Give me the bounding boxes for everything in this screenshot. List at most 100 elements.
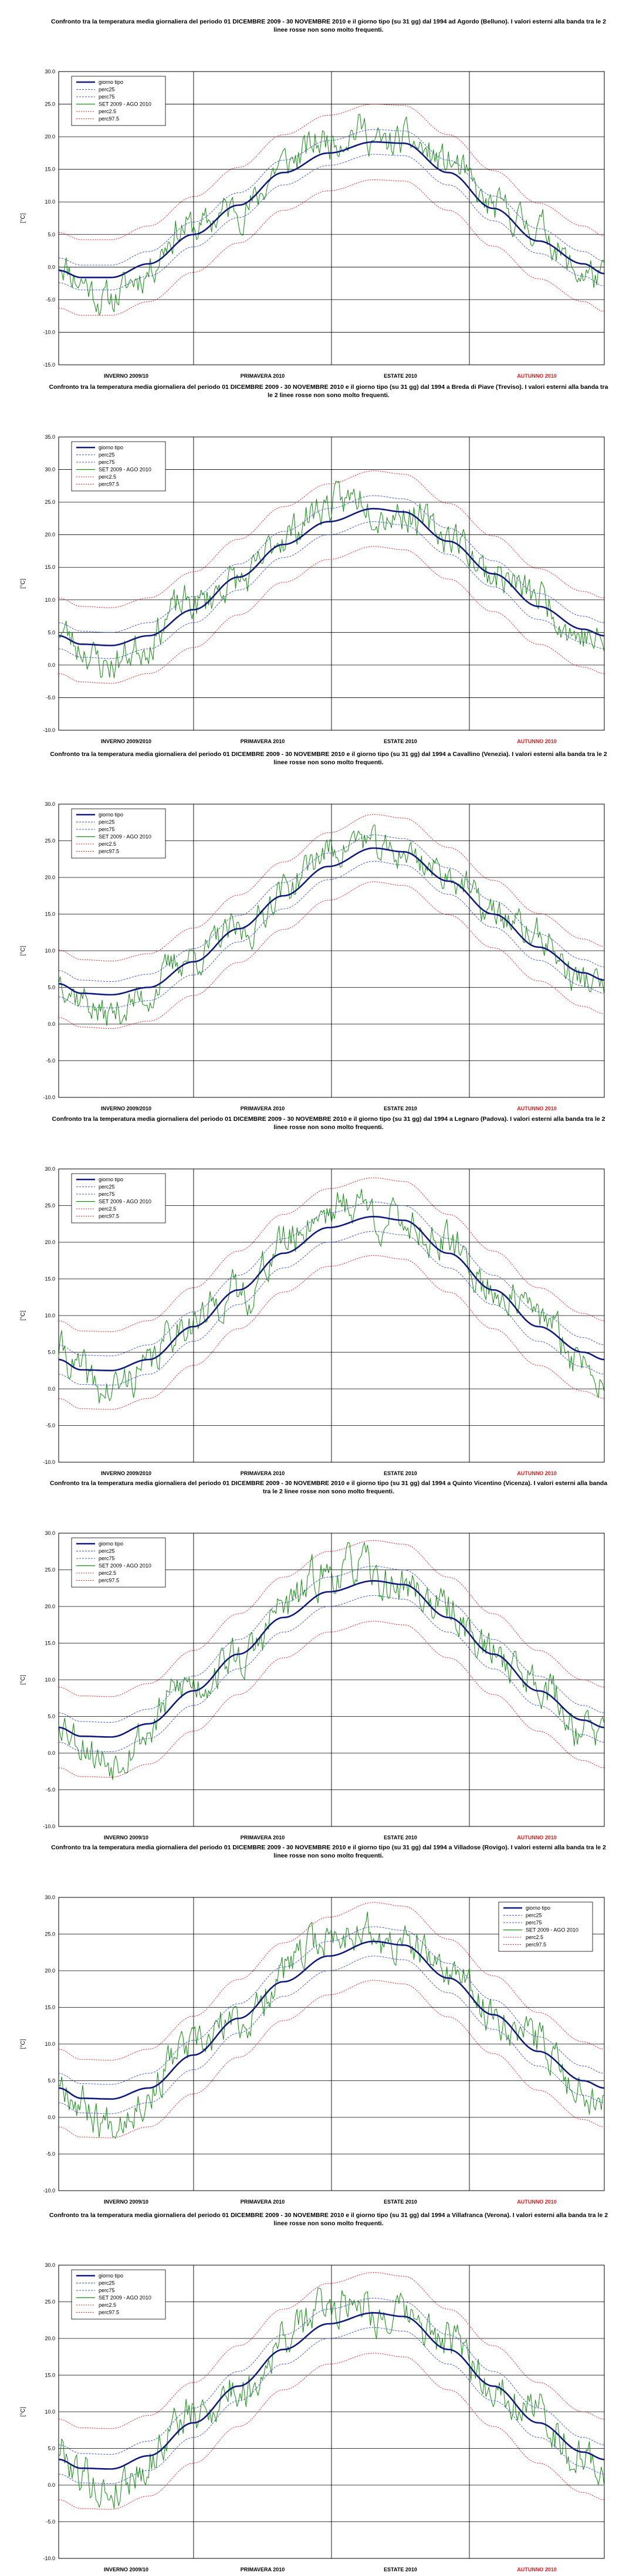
y-tick-label: 25.0	[45, 1203, 55, 1209]
y-tick-label: 0.0	[48, 2114, 55, 2120]
legend-entry: perc97.5	[99, 116, 119, 122]
legend-entry: perc2.5	[99, 2302, 116, 2308]
season-label: INVERNO 2009/10	[104, 373, 148, 379]
y-axis-label: [°C]	[20, 213, 26, 223]
temperature-chart: 35.0 30.0 25.0 20.0 15.0 10.0 5.0 0.0 -5.0 -10.0 […	[20, 434, 605, 744]
legend-entry: SET 2009 - AGO 2010	[99, 2295, 151, 2301]
y-tick-label: -5.0	[46, 2519, 55, 2525]
y-tick-label: -5.0	[46, 2151, 55, 2157]
y-tick-label: 15.0	[45, 911, 55, 917]
legend-entry: perc75	[99, 2287, 115, 2293]
season-label: AUTUNNO 2010	[517, 2567, 557, 2572]
season-label: ESTATE 2010	[384, 738, 417, 744]
legend-entry: perc97.5	[99, 1578, 119, 1584]
season-label: AUTUNNO 2010	[517, 2199, 557, 2205]
y-axis-label: [°C]	[20, 945, 26, 955]
legend-entry: perc2.5	[99, 841, 116, 847]
series-perc75-line	[58, 495, 605, 633]
series-perc75-line	[58, 129, 605, 266]
y-axis-label: [°C]	[20, 2039, 26, 2049]
y-tick-label: 5.0	[48, 985, 55, 991]
y-tick-label: -5.0	[46, 297, 55, 303]
series-observed-line	[58, 480, 605, 679]
legend-entry: perc97.5	[99, 2310, 119, 2316]
legend-entry: perc25	[99, 819, 115, 825]
series-observed-line	[58, 1911, 605, 2139]
y-tick-label: 20.0	[45, 532, 55, 538]
y-tick-label: 5.0	[48, 1714, 55, 1720]
season-label: PRIMAVERA 2010	[241, 2567, 285, 2572]
legend-entry: perc2.5	[99, 1570, 116, 1576]
y-tick-label: -10.0	[43, 727, 55, 733]
chart-title: Confronto tra la temperatura media giorn…	[49, 384, 608, 399]
y-tick-label: 30.0	[45, 1530, 55, 1536]
series-giorno-tipo-line	[58, 1580, 605, 1738]
y-tick-label: 15.0	[45, 1640, 55, 1646]
y-tick-label: 10.0	[45, 948, 55, 954]
y-tick-label: -10.0	[43, 1459, 55, 1465]
y-tick-label: 5.0	[48, 2446, 55, 2452]
legend-entry: giorno tipo	[99, 812, 123, 818]
season-label: PRIMAVERA 2010	[241, 1835, 285, 1841]
series-perc25-line	[58, 861, 605, 1008]
season-label: AUTUNNO 2010	[517, 1106, 557, 1111]
series-perc975-line	[58, 814, 605, 961]
legend-entry: giorno tipo	[99, 2273, 123, 2279]
y-tick-label: 20.0	[45, 1604, 55, 1609]
y-tick-label: 10.0	[45, 1313, 55, 1318]
series-observed-line	[58, 1189, 605, 1404]
y-tick-label: 25.0	[45, 838, 55, 844]
y-tick-label: 35.0	[45, 434, 55, 440]
series-observed-line	[58, 824, 605, 1026]
legend-entry: SET 2009 - AGO 2010	[99, 834, 151, 840]
series-perc75-line	[58, 835, 605, 982]
series-giorno-tipo-line	[58, 507, 605, 646]
y-tick-label: 10.0	[45, 199, 55, 205]
y-tick-label: 15.0	[45, 2005, 55, 2011]
chart-title: Confronto tra la temperatura media giorn…	[49, 1480, 608, 1495]
y-tick-label: 10.0	[45, 2409, 55, 2415]
series-giorno-tipo-line	[58, 141, 605, 279]
y-tick-label: -10.0	[43, 2188, 55, 2194]
y-tick-label: 25.0	[45, 499, 55, 505]
temperature-chart: 30.0 25.0 20.0 15.0 10.0 5.0 0.0 -5.0 -10.0 [°C] I…	[20, 801, 605, 1111]
season-label: INVERNO 2009/10	[104, 2567, 148, 2572]
y-tick-label: 0.0	[48, 1750, 55, 1756]
chart-title: Confronto tra la temperatura media giorn…	[51, 18, 606, 33]
series-perc975-line	[58, 470, 605, 608]
y-tick-label: 0.0	[48, 2482, 55, 2488]
y-tick-label: 30.0	[45, 1166, 55, 1172]
legend-entry: perc97.5	[526, 1942, 546, 1948]
season-label: PRIMAVERA 2010	[241, 373, 285, 379]
series-perc2-5-line	[58, 546, 605, 684]
season-label: ESTATE 2010	[384, 1835, 417, 1841]
chart-title: Confronto tra la temperatura media giorn…	[52, 1116, 605, 1131]
series-perc975-line	[58, 1540, 605, 1697]
temperature-chart: 30.0 25.0 20.0 15.0 10.0 5.0 0.0 -5.0 -10.0 [°C] I…	[20, 1530, 605, 1841]
y-tick-label: 5.0	[48, 2078, 55, 2084]
series-perc75-line	[58, 1201, 605, 1357]
y-tick-label: 5.0	[48, 1350, 55, 1355]
season-label: PRIMAVERA 2010	[241, 1470, 285, 1476]
y-tick-label: -15.0	[43, 362, 55, 368]
y-tick-label: 0.0	[48, 662, 55, 668]
series-perc2-5-line	[58, 882, 605, 1029]
temperature-chart: 30.0 25.0 20.0 15.0 10.0 5.0 0.0 -5.0 -10.0 -15.0…	[20, 69, 605, 379]
y-tick-label: 15.0	[45, 167, 55, 172]
y-tick-label: 20.0	[45, 875, 55, 880]
legend-entry: SET 2009 - AGO 2010	[99, 1199, 151, 1205]
legend-entry: giorno tipo	[99, 1541, 123, 1547]
season-label: ESTATE 2010	[384, 1470, 417, 1476]
legend-entry: giorno tipo	[99, 79, 123, 85]
y-axis-label: [°C]	[20, 1310, 26, 1320]
y-tick-label: 25.0	[45, 2299, 55, 2305]
y-tick-label: 10.0	[45, 1677, 55, 1683]
y-tick-label: 15.0	[45, 564, 55, 570]
temperature-chart: 30.0 25.0 20.0 15.0 10.0 5.0 0.0 -5.0 -10.0 [°C] I…	[20, 1894, 605, 2205]
y-tick-label: 5.0	[48, 232, 55, 238]
season-label: ESTATE 2010	[384, 1106, 417, 1111]
